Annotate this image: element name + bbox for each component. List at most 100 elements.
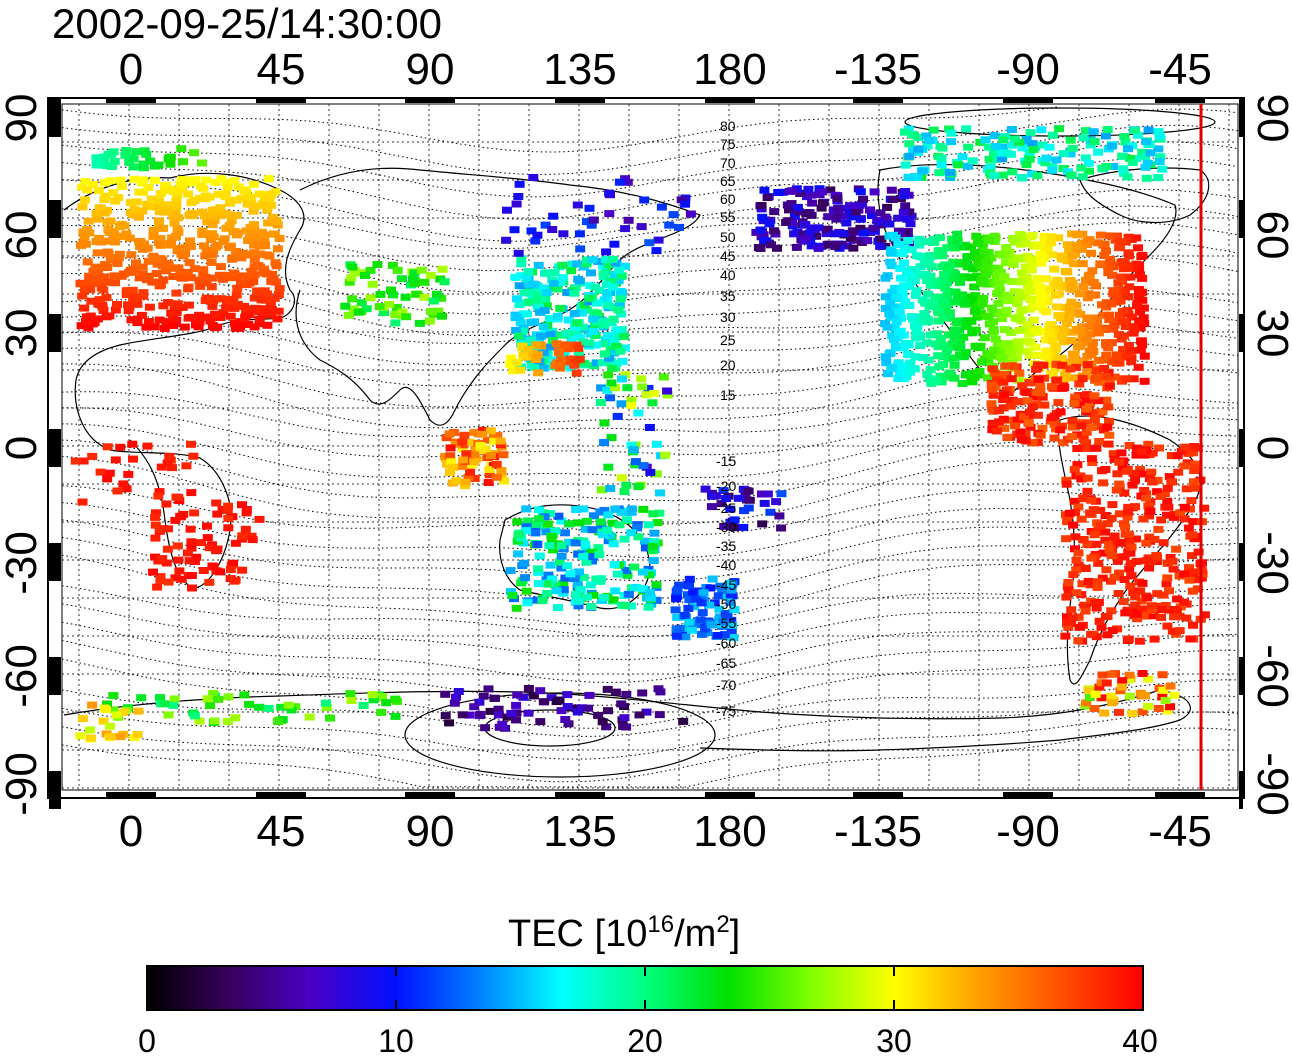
tec-point (198, 266, 209, 274)
tec-point (1025, 423, 1036, 431)
tec-point (880, 213, 891, 221)
tec-point (129, 206, 140, 214)
tec-point (1061, 358, 1072, 366)
tec-point (593, 257, 604, 265)
tec-point (157, 256, 168, 264)
tec-point (545, 343, 556, 351)
tec-observation-points (70, 125, 1210, 743)
lon-tick-bottom: 180 (693, 807, 766, 856)
tec-point (990, 369, 1001, 377)
tec-point (1091, 540, 1102, 548)
tec-point (1091, 604, 1102, 612)
tec-point (978, 279, 989, 287)
tec-point (77, 292, 88, 300)
tec-point (604, 354, 614, 362)
tec-point (1100, 536, 1111, 544)
tec-point (1100, 512, 1111, 519)
tec-point (1126, 358, 1137, 366)
tec-point (368, 696, 379, 704)
tec-point (664, 221, 675, 229)
tec-point (1112, 232, 1122, 240)
tec-point (1072, 445, 1083, 452)
tec-point (601, 723, 612, 731)
tec-point (1093, 423, 1104, 431)
tec-point (586, 269, 596, 277)
tec-point (1040, 159, 1051, 167)
tec-point (886, 186, 897, 194)
tec-point (608, 540, 619, 548)
tec-point (241, 305, 252, 313)
tec-point (1138, 612, 1149, 620)
tec-point (611, 259, 622, 267)
tec-point (222, 183, 233, 191)
tec-point (511, 295, 522, 303)
tec-point (841, 219, 852, 227)
tec-point (1102, 631, 1113, 639)
lat-tick-left: -90 (0, 752, 46, 816)
tec-point (123, 301, 133, 309)
tec-point (949, 354, 960, 362)
tec-point (895, 368, 906, 376)
tec-point (1072, 231, 1083, 239)
tec-point (738, 523, 749, 531)
tec-point (581, 256, 592, 264)
tec-point (590, 283, 600, 291)
tec-point (530, 529, 541, 537)
tec-point (109, 157, 120, 165)
tec-point (189, 197, 200, 205)
tec-point (569, 704, 580, 712)
tec-point (263, 175, 274, 183)
tec-point (511, 327, 522, 334)
tec-point (1136, 597, 1147, 605)
tec-point (1055, 426, 1066, 434)
tec-point (1123, 508, 1134, 516)
tec-point (1033, 376, 1044, 383)
tec-point (1172, 595, 1183, 603)
tec-point (643, 521, 654, 529)
tec-point (560, 529, 570, 537)
tec-point (461, 450, 472, 458)
tec-point (1057, 333, 1068, 341)
tec-point (619, 333, 629, 340)
tec-point (1123, 531, 1134, 539)
tec-point (914, 235, 925, 243)
tec-point (356, 299, 367, 307)
tec-point (670, 606, 681, 614)
tec-point (549, 279, 559, 287)
tec-point (648, 510, 659, 518)
tec-point (137, 263, 148, 271)
tec-point (1013, 398, 1024, 406)
tec-point (623, 590, 634, 598)
tec-point (1092, 578, 1103, 586)
tec-point (102, 443, 113, 451)
tec-point (977, 244, 988, 252)
tec-point (586, 221, 597, 229)
lat-tick-left: 60 (0, 211, 46, 260)
tec-point (1077, 375, 1088, 383)
tec-point (489, 432, 499, 440)
tec-point (939, 271, 950, 278)
tec-point (597, 486, 607, 494)
tec-point (1197, 570, 1208, 578)
tec-point (264, 252, 275, 260)
tec-point (1192, 576, 1203, 584)
tec-point (655, 489, 665, 497)
tec-point (1062, 613, 1072, 621)
tec-point (159, 325, 170, 332)
tec-point (1113, 279, 1124, 287)
tec-point (175, 268, 186, 276)
tec-point (1165, 682, 1176, 690)
tec-point (611, 342, 622, 350)
tec-point (1033, 361, 1043, 369)
tec-point (866, 212, 877, 220)
tec-point (1152, 590, 1163, 598)
tec-point (523, 345, 534, 353)
tec-point (1053, 399, 1064, 407)
tec-point (1063, 586, 1074, 594)
tec-point (957, 291, 968, 299)
mag-contour-line (61, 405, 1239, 458)
tec-point (93, 187, 104, 195)
tec-point (558, 230, 569, 238)
tec-point (1162, 707, 1173, 715)
tec-point (198, 184, 209, 192)
